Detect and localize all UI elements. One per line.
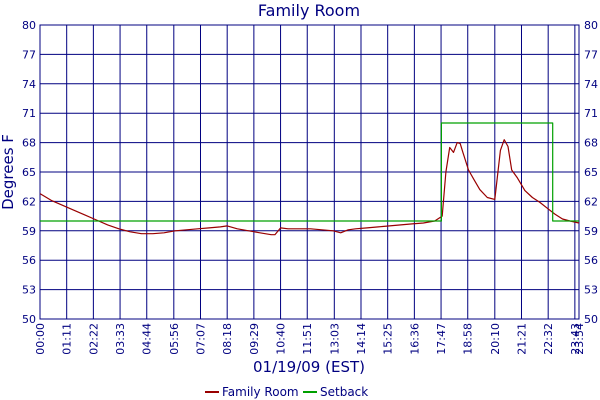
y-tick-left-74: 74 — [22, 78, 36, 91]
y-tick-right-74: 74 — [584, 78, 598, 91]
x-tick-23-43: 23:43 — [569, 323, 582, 355]
x-tick-07-07: 07:07 — [194, 323, 207, 355]
x-tick-17-47: 17:47 — [435, 323, 448, 355]
y-ticks-left: 50 53 56 59 62 65 68 71 74 77 80 — [22, 19, 36, 326]
y-tick-left-71: 71 — [22, 107, 36, 120]
legend-label-setback: Setback — [320, 385, 368, 399]
y-tick-left-80: 80 — [22, 19, 36, 32]
x-tick-05-56: 05:56 — [168, 323, 181, 355]
x-tick-11-51: 11:51 — [301, 323, 314, 355]
y-tick-right-68: 68 — [584, 137, 598, 150]
legend: Family Room Setback — [205, 385, 368, 399]
y-tick-right-50: 50 — [584, 313, 598, 326]
y-tick-left-65: 65 — [22, 166, 36, 179]
x-tick-23-54: 23:54 — [573, 323, 586, 355]
y-tick-left-77: 77 — [22, 48, 36, 61]
x-tick-04-44: 04:44 — [141, 323, 154, 355]
y-tick-right-59: 59 — [584, 225, 598, 238]
y-axis-label: Degrees F — [0, 134, 17, 210]
y-tick-right-53: 53 — [584, 284, 598, 297]
y-tick-right-56: 56 — [584, 254, 598, 267]
y-tick-right-65: 65 — [584, 166, 598, 179]
x-tick-01-11: 01:11 — [61, 323, 74, 355]
x-tick-00-00: 00:00 — [34, 323, 47, 355]
chart-title: Family Room — [258, 1, 360, 20]
x-axis-label: 01/19/09 (EST) — [253, 358, 365, 376]
x-tick-16-36: 16:36 — [408, 323, 421, 355]
y-tick-right-62: 62 — [584, 195, 598, 208]
y-tick-right-71: 71 — [584, 107, 598, 120]
y-tick-left-50: 50 — [22, 313, 36, 326]
x-tick-09-29: 09:29 — [248, 323, 261, 355]
x-tick-02-22: 02:22 — [87, 323, 100, 355]
x-tick-18-58: 18:58 — [462, 323, 475, 355]
x-ticks: 00:00 01:11 02:22 03:33 04:44 05:56 07:07 08:18… — [34, 323, 586, 355]
y-tick-left-59: 59 — [22, 225, 36, 238]
series-line-family-room — [39, 139, 580, 236]
x-tick-03-33: 03:33 — [114, 323, 127, 355]
y-ticks-right: 50 53 56 59 62 65 68 71 74 77 80 — [584, 19, 598, 326]
plot-frame — [39, 24, 580, 320]
series-layer — [39, 122, 580, 236]
x-tick-08-18: 08:18 — [221, 323, 234, 355]
y-tick-left-68: 68 — [22, 137, 36, 150]
x-tick-21-21: 21:21 — [515, 323, 528, 355]
x-tick-13-03: 13:03 — [328, 323, 341, 355]
x-tick-10-40: 10:40 — [275, 323, 288, 355]
series-line-setback — [40, 122, 579, 222]
y-tick-right-77: 77 — [584, 48, 598, 61]
x-tick-20-10: 20:10 — [489, 323, 502, 355]
y-tick-left-62: 62 — [22, 195, 36, 208]
x-tick-15-25: 15:25 — [382, 323, 395, 355]
y-tick-right-80: 80 — [584, 19, 598, 32]
y-tick-left-53: 53 — [22, 284, 36, 297]
x-tick-14-14: 14:14 — [355, 323, 368, 355]
x-tick-22-32: 22:32 — [542, 323, 555, 355]
legend-label-family-room: Family Room — [222, 385, 299, 399]
y-tick-left-56: 56 — [22, 254, 36, 267]
